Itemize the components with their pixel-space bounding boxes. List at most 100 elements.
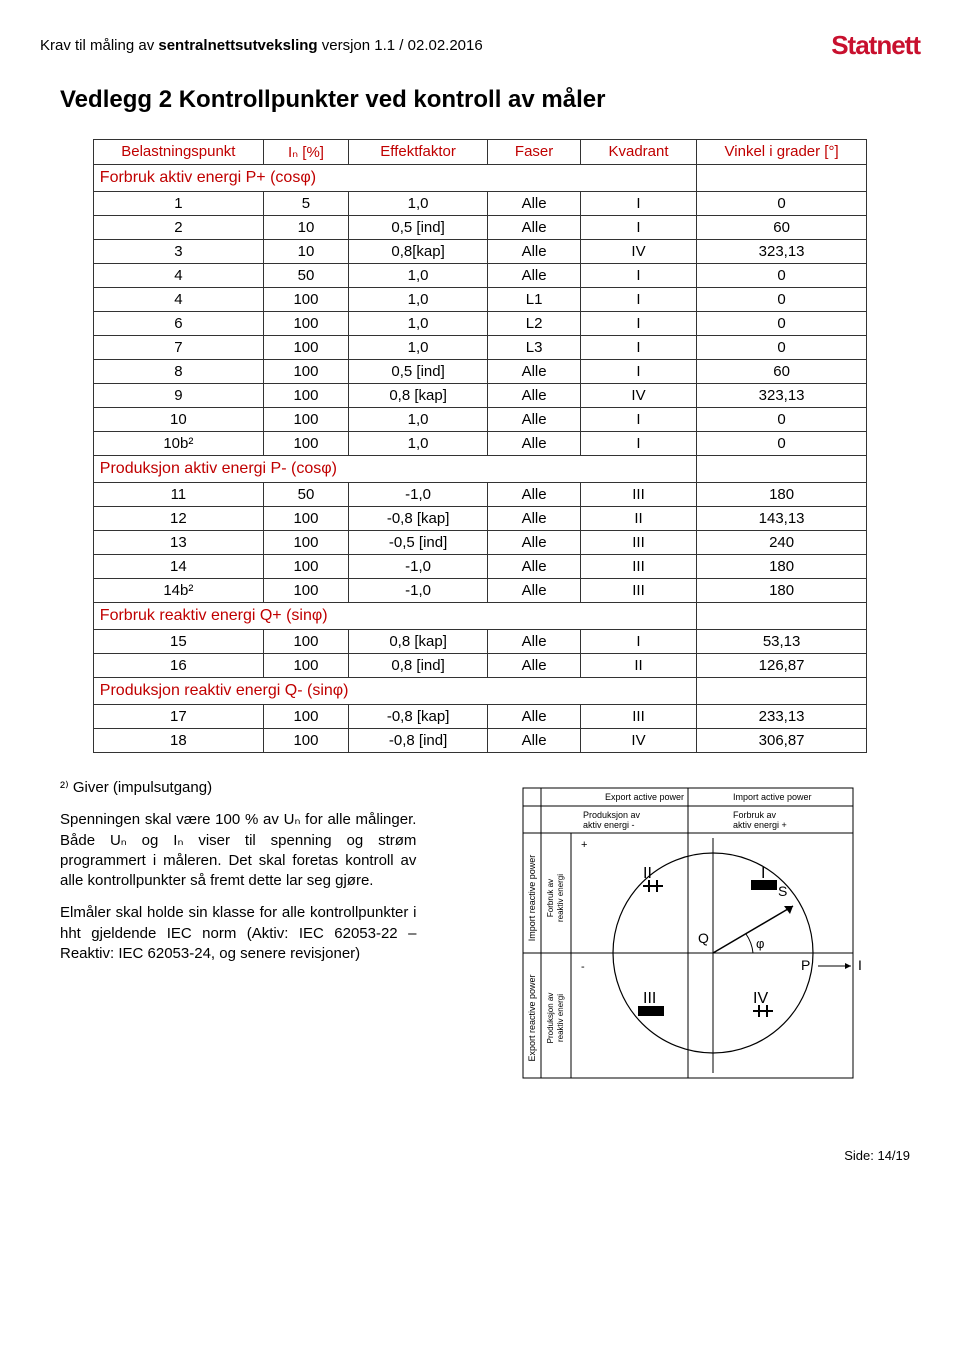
cell-vi: 180 — [697, 555, 867, 579]
cell-in: 100 — [263, 555, 348, 579]
cell-bp: 10 — [93, 408, 263, 432]
cell-ef: 1,0 — [349, 408, 488, 432]
cell-ef: -1,0 — [349, 555, 488, 579]
cell-bp: 1 — [93, 192, 263, 216]
cell-ef: 0,5 [ind] — [349, 216, 488, 240]
giver-note: ²⁾ Giver (impulsutgang) — [60, 778, 416, 798]
logo: Statnett — [831, 30, 920, 61]
table-row: 161000,8 [ind]AlleII126,87 — [93, 654, 866, 678]
cell-kv: IV — [581, 240, 697, 264]
cell-in: 100 — [263, 288, 348, 312]
cell-fa: L2 — [488, 312, 581, 336]
table-row: 14b²100-1,0AlleIII180 — [93, 579, 866, 603]
cell-bp: 16 — [93, 654, 263, 678]
cell-fa: Alle — [488, 264, 581, 288]
cell-in: 100 — [263, 531, 348, 555]
table-row: 101001,0AlleI0 — [93, 408, 866, 432]
cell-bp: 15 — [93, 630, 263, 654]
cell-ef: 1,0 — [349, 264, 488, 288]
table-row: 3100,8[kap]AlleIV323,13 — [93, 240, 866, 264]
cell-in: 100 — [263, 312, 348, 336]
cell-ef: 1,0 — [349, 432, 488, 456]
cell-fa: Alle — [488, 483, 581, 507]
cell-fa: Alle — [488, 705, 581, 729]
th-in: Iₙ [%] — [263, 140, 348, 165]
cell-vi: 306,87 — [697, 729, 867, 753]
svg-text:aktiv energi -: aktiv energi - — [583, 820, 635, 830]
cell-vi: 60 — [697, 360, 867, 384]
lower-content: ²⁾ Giver (impulsutgang) Spenningen skal … — [60, 778, 900, 1098]
svg-text:III: III — [643, 990, 656, 1007]
cell-ef: -1,0 — [349, 579, 488, 603]
page-header: Krav til måling av sentralnettsutvekslin… — [40, 30, 920, 61]
cell-ef: 0,8 [kap] — [349, 630, 488, 654]
section-label: Forbruk reaktiv energi Q+ (sinφ) — [93, 603, 696, 630]
svg-text:I: I — [858, 957, 862, 973]
cell-kv: III — [581, 555, 697, 579]
table-row: 91000,8 [kap]AlleIV323,13 — [93, 384, 866, 408]
table-row: 151,0AlleI0 — [93, 192, 866, 216]
table-row: 41001,0L1I0 — [93, 288, 866, 312]
cell-in: 5 — [263, 192, 348, 216]
cell-kv: III — [581, 579, 697, 603]
text-column: ²⁾ Giver (impulsutgang) Spenningen skal … — [60, 778, 416, 1098]
cell-ef: -1,0 — [349, 483, 488, 507]
cell-bp: 7 — [93, 336, 263, 360]
page-footer: Side: 14/19 — [40, 1148, 920, 1163]
doc-title-bold: sentralnettsutveksling — [158, 37, 317, 54]
section-label: Forbruk aktiv energi P+ (cosφ) — [93, 165, 696, 192]
doc-title-prefix: Krav til måling av — [40, 37, 158, 54]
cell-kv: I — [581, 192, 697, 216]
section-empty — [697, 456, 867, 483]
table-row: 151000,8 [kap]AlleI53,13 — [93, 630, 866, 654]
cell-ef: -0,8 [kap] — [349, 507, 488, 531]
cell-vi: 0 — [697, 192, 867, 216]
table-row: 12100-0,8 [kap]AlleII143,13 — [93, 507, 866, 531]
svg-text:Forbruk av: Forbruk av — [546, 879, 555, 917]
cell-kv: III — [581, 531, 697, 555]
cell-vi: 60 — [697, 216, 867, 240]
cell-fa: L1 — [488, 288, 581, 312]
svg-text:reaktiv energi: reaktiv energi — [556, 994, 565, 1042]
cell-in: 100 — [263, 630, 348, 654]
table-row: 14100-1,0AlleIII180 — [93, 555, 866, 579]
cell-fa: Alle — [488, 240, 581, 264]
cell-bp: 2 — [93, 216, 263, 240]
cell-ef: 0,8 [ind] — [349, 654, 488, 678]
cell-kv: III — [581, 705, 697, 729]
svg-text:Export active power: Export active power — [605, 792, 684, 802]
cell-kv: I — [581, 312, 697, 336]
table-row: 17100-0,8 [kap]AlleIII233,13 — [93, 705, 866, 729]
cell-fa: Alle — [488, 216, 581, 240]
cell-vi: 0 — [697, 264, 867, 288]
cell-vi: 0 — [697, 312, 867, 336]
cell-fa: Alle — [488, 531, 581, 555]
cell-kv: I — [581, 630, 697, 654]
svg-text:φ: φ — [756, 936, 764, 951]
section-label: Produksjon aktiv energi P- (cosφ) — [93, 456, 696, 483]
cell-ef: 0,5 [ind] — [349, 360, 488, 384]
svg-text:-: - — [581, 961, 585, 973]
cell-in: 100 — [263, 729, 348, 753]
cell-kv: I — [581, 216, 697, 240]
cell-bp: 9 — [93, 384, 263, 408]
paragraph-1: Spenningen skal være 100 % av Uₙ for all… — [60, 810, 416, 891]
svg-text:S: S — [778, 883, 787, 899]
cell-ef: 1,0 — [349, 312, 488, 336]
cell-in: 50 — [263, 264, 348, 288]
cell-kv: IV — [581, 384, 697, 408]
svg-text:Import active power: Import active power — [733, 792, 812, 802]
cell-vi: 0 — [697, 336, 867, 360]
cell-bp: 8 — [93, 360, 263, 384]
cell-fa: Alle — [488, 555, 581, 579]
cell-kv: I — [581, 360, 697, 384]
cell-ef: -0,8 [kap] — [349, 705, 488, 729]
cell-in: 100 — [263, 507, 348, 531]
th-kvadrant: Kvadrant — [581, 140, 697, 165]
cell-vi: 126,87 — [697, 654, 867, 678]
cell-in: 10 — [263, 216, 348, 240]
table-row: 13100-0,5 [ind]AlleIII240 — [93, 531, 866, 555]
cell-bp: 13 — [93, 531, 263, 555]
cell-ef: -0,5 [ind] — [349, 531, 488, 555]
cell-kv: I — [581, 408, 697, 432]
